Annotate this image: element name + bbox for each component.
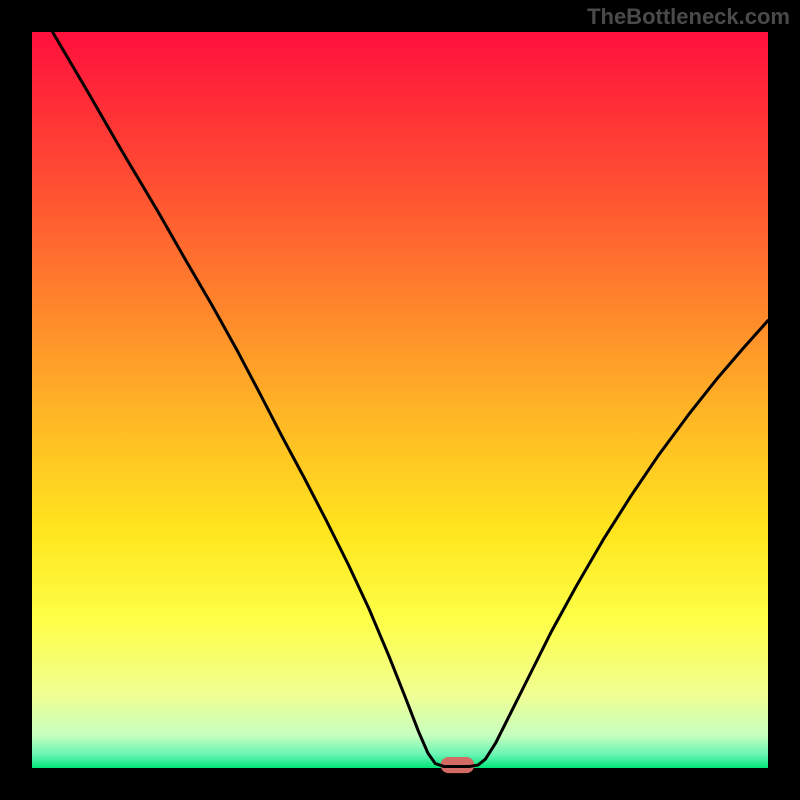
watermark-label: TheBottleneck.com: [587, 4, 790, 30]
stage: TheBottleneck.com: [0, 0, 800, 800]
chart-canvas: [0, 0, 800, 800]
plot-background: [32, 32, 768, 768]
